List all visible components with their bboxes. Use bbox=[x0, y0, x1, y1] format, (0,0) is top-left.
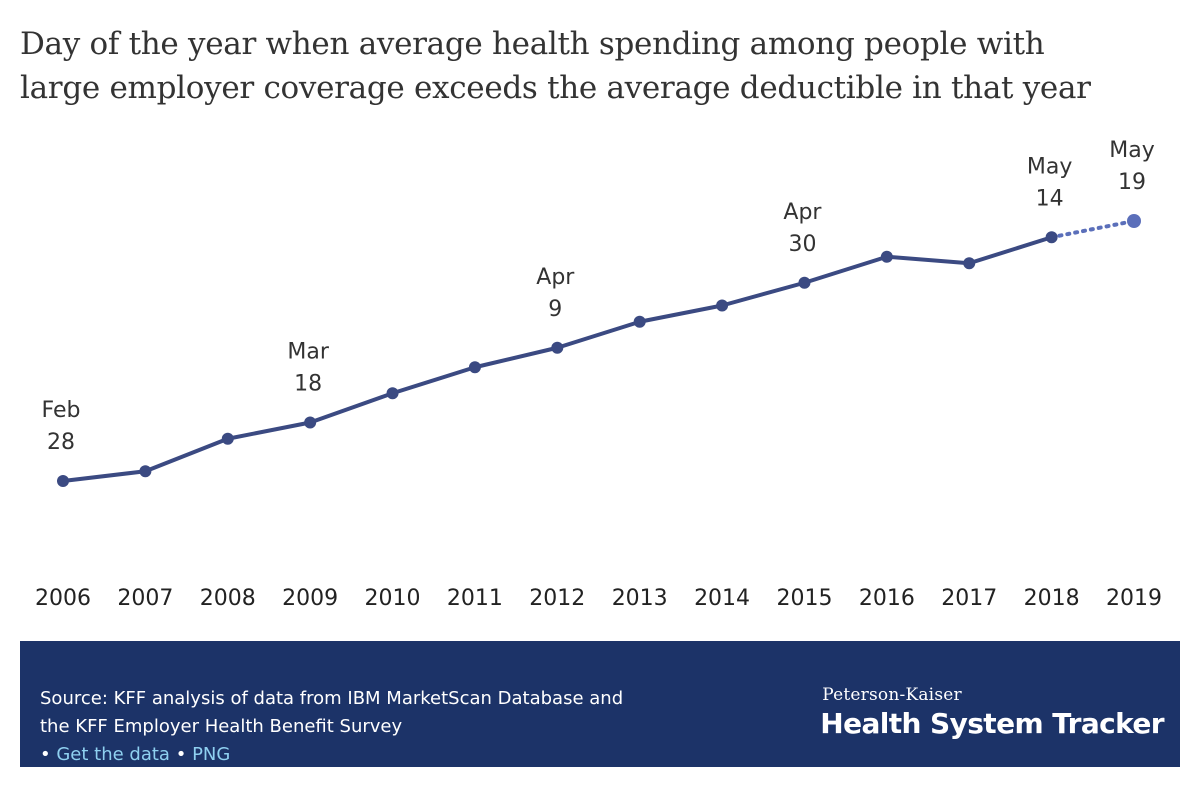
data-point-2011[interactable] bbox=[468, 361, 481, 374]
bullet: • bbox=[175, 744, 187, 765]
x-tick-label-2014: 2014 bbox=[694, 586, 750, 611]
data-label-month-2012: Apr bbox=[536, 265, 575, 290]
data-label-month-2019: May bbox=[1109, 138, 1154, 163]
data-label-month-2018: May bbox=[1027, 154, 1072, 179]
data-point-2017[interactable] bbox=[963, 257, 976, 270]
brand-logo: Peterson-Kaiser Health System Tracker bbox=[820, 685, 1164, 743]
data-point-2014[interactable] bbox=[716, 299, 729, 312]
data-point-2019[interactable] bbox=[1127, 214, 1141, 228]
data-point-2006[interactable] bbox=[57, 475, 69, 487]
data-label-day-2019: 19 bbox=[1118, 170, 1146, 195]
x-tick-label-2011: 2011 bbox=[447, 586, 503, 611]
x-tick-label-2010: 2010 bbox=[365, 586, 421, 611]
x-tick-label-2006: 2006 bbox=[35, 586, 91, 611]
data-label-day-2015: 30 bbox=[788, 232, 816, 257]
footer-panel: Source: KFF analysis of data from IBM Ma… bbox=[20, 641, 1180, 767]
data-point-2012[interactable] bbox=[551, 341, 564, 354]
x-tick-label-2017: 2017 bbox=[941, 586, 997, 611]
line-chart: 2006 2007 2008 2009 2010 2011 2012 2013 2014 2015… bbox=[35, 138, 1162, 611]
source-line-1: Source: KFF analysis of data from IBM Ma… bbox=[40, 688, 624, 709]
data-point-2013[interactable] bbox=[633, 315, 646, 328]
png-link[interactable]: PNG bbox=[192, 744, 231, 765]
series-line-projected bbox=[1049, 219, 1136, 240]
title-line-2: large employer coverage exceeds the aver… bbox=[20, 70, 1091, 106]
data-point-2007[interactable] bbox=[139, 465, 152, 478]
data-point-2010[interactable] bbox=[386, 387, 399, 400]
x-tick-label-2018: 2018 bbox=[1024, 586, 1080, 611]
source-line-2: the KFF Employer Health Benefit Survey bbox=[40, 716, 403, 737]
x-tick-label-2019: 2019 bbox=[1106, 586, 1162, 611]
x-tick-label-2007: 2007 bbox=[117, 586, 173, 611]
x-tick-label-2016: 2016 bbox=[859, 586, 915, 611]
data-point-2008[interactable] bbox=[221, 432, 234, 445]
data-label-day-2009: 18 bbox=[294, 372, 322, 397]
data-label-month-2006: Feb bbox=[42, 398, 81, 423]
x-tick-label-2012: 2012 bbox=[529, 586, 585, 611]
bullet: • bbox=[40, 744, 51, 765]
brand-health-system-tracker: Health System Tracker bbox=[820, 707, 1164, 740]
x-tick-label-2009: 2009 bbox=[282, 586, 338, 611]
data-label-day-2012: 9 bbox=[548, 297, 562, 322]
title-line-1: Day of the year when average health spen… bbox=[20, 26, 1045, 62]
chart-title: Day of the year when average health spen… bbox=[20, 22, 1190, 110]
x-tick-label-2013: 2013 bbox=[612, 586, 668, 611]
data-label-month-2009: Mar bbox=[287, 340, 329, 365]
data-point-2015[interactable] bbox=[798, 276, 811, 289]
get-the-data-link[interactable]: Get the data bbox=[56, 744, 170, 765]
data-label-day-2006: 28 bbox=[47, 430, 75, 455]
footer-links: • Get the data • PNG bbox=[40, 741, 740, 769]
brand-peterson-kaiser: Peterson-Kaiser bbox=[822, 685, 962, 705]
source-note: Source: KFF analysis of data from IBM Ma… bbox=[40, 685, 740, 769]
x-tick-label-2015: 2015 bbox=[776, 586, 832, 611]
data-label-day-2018: 14 bbox=[1036, 186, 1064, 211]
data-point-2009[interactable] bbox=[304, 416, 317, 429]
x-tick-label-2008: 2008 bbox=[200, 586, 256, 611]
data-label-month-2015: Apr bbox=[783, 200, 822, 225]
data-point-2018[interactable] bbox=[1045, 231, 1058, 244]
data-point-2016[interactable] bbox=[880, 250, 893, 263]
